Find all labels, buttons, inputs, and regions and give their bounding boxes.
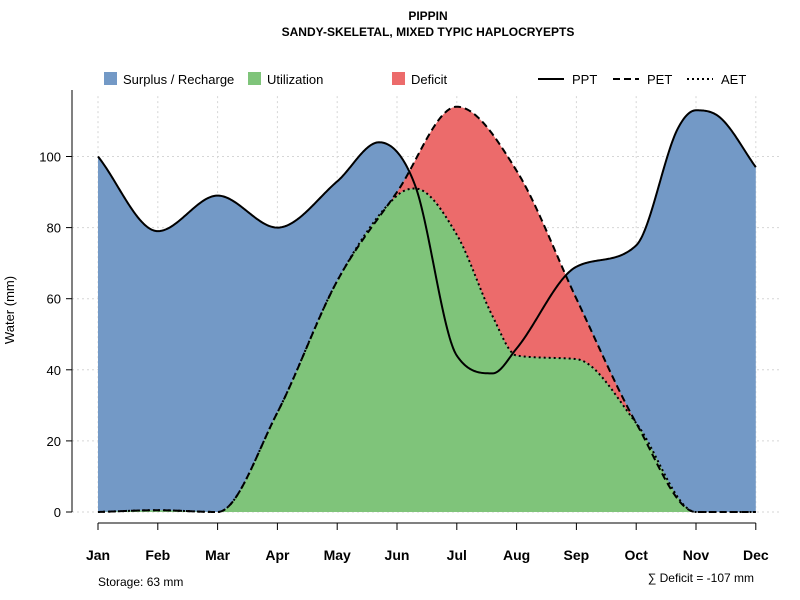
legend-entry: Surplus / Recharge — [104, 72, 234, 87]
x-tick-label: Sep — [564, 547, 590, 563]
x-tick-label: May — [324, 547, 351, 563]
axes: 0 20 40 60 80 100 Jan Feb Mar Apr May Jun Jul Aug Sep O… — [39, 90, 769, 563]
y-axis-label: Water (mm) — [2, 276, 17, 344]
x-tick-label: Nov — [683, 547, 710, 563]
x-tick-label: Jun — [385, 547, 410, 563]
aet-line — [97, 187, 756, 513]
y-tick-label: 20 — [47, 434, 61, 449]
legend-entry: AET — [687, 72, 746, 87]
legend-entry: Utilization — [248, 72, 323, 87]
legend-entry: PET — [613, 72, 672, 87]
x-tick-label: Feb — [145, 547, 170, 563]
legend-label: Utilization — [267, 72, 323, 87]
chart-subtitle: SANDY-SKELETAL, MIXED TYPIC HAPLOCRYEPTS — [282, 25, 575, 39]
areas — [98, 106, 756, 512]
legend-label: AET — [721, 72, 746, 87]
ppt-line — [97, 109, 757, 375]
legend: Surplus / Recharge Utilization Deficit PPT P… — [104, 72, 746, 87]
y-tick-label: 80 — [47, 221, 61, 236]
deficit-area — [98, 106, 756, 512]
legend-entry: Deficit — [392, 72, 448, 87]
deficit-annotation: ∑ Deficit = -107 mm — [648, 571, 754, 585]
y-tick-label: 100 — [39, 150, 61, 165]
y-tick-label: 0 — [54, 505, 61, 520]
legend-swatch — [248, 72, 261, 85]
x-tick-label: Oct — [625, 547, 649, 563]
x-tick-label: Jan — [86, 547, 110, 563]
x-tick-label: Apr — [265, 547, 290, 563]
legend-swatch — [392, 72, 405, 85]
utilization-area — [98, 188, 756, 512]
pet-line — [97, 105, 756, 513]
legend-label: PPT — [572, 72, 597, 87]
legend-label: Surplus / Recharge — [123, 72, 234, 87]
lines — [97, 105, 757, 513]
x-tick-label: Dec — [743, 547, 769, 563]
legend-label: PET — [647, 72, 672, 87]
legend-swatch — [104, 72, 117, 85]
storage-annotation: Storage: 63 mm — [98, 575, 183, 589]
legend-entry: PPT — [538, 72, 597, 87]
y-tick-label: 40 — [47, 363, 61, 378]
x-tick-label: Jul — [447, 547, 467, 563]
x-tick-label: Mar — [205, 547, 230, 563]
legend-label: Deficit — [411, 72, 448, 87]
chart-title: PIPPIN — [408, 9, 447, 23]
y-tick-label: 60 — [47, 292, 61, 307]
x-tick-label: Aug — [503, 547, 530, 563]
